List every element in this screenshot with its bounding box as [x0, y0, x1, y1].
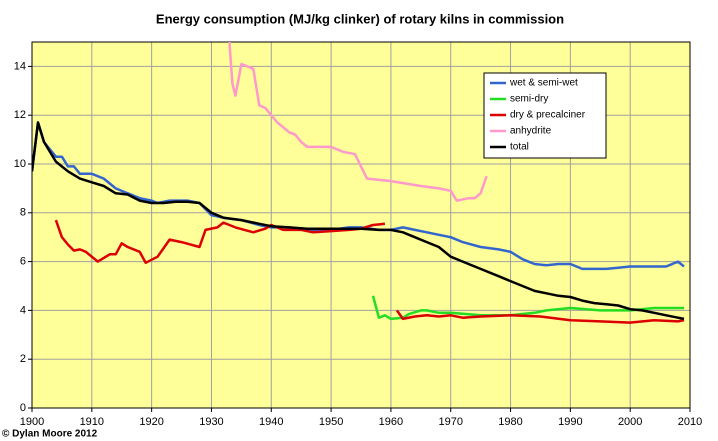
y-tick-label: 0	[20, 402, 26, 414]
chart-title: Energy consumption (MJ/kg clinker) of ro…	[156, 11, 564, 26]
x-tick-label: 1990	[558, 416, 582, 428]
x-tick-label: 1960	[379, 416, 403, 428]
y-tick-label: 8	[20, 207, 26, 219]
x-tick-label: 2000	[618, 416, 642, 428]
legend-label: total	[510, 142, 529, 153]
credit: © Dylan Moore 2012	[2, 429, 98, 440]
x-tick-label: 1900	[20, 416, 44, 428]
x-tick-label: 1950	[319, 416, 343, 428]
series-line	[54, 219, 386, 265]
plot-border	[31, 41, 691, 409]
x-tick-label: 1970	[438, 416, 462, 428]
x-tick-label: 1910	[80, 416, 104, 428]
y-tick-label: 12	[14, 109, 26, 121]
series-line	[371, 295, 684, 321]
legend-label: semi-dry	[510, 94, 548, 105]
y-tick-label: 6	[20, 256, 26, 268]
x-tick-label: 2010	[678, 416, 702, 428]
y-tick-label: 10	[14, 158, 26, 170]
legend-label: dry & precalciner	[510, 110, 586, 121]
y-tick-label: 4	[20, 304, 26, 316]
legend-label: anhydrite	[510, 126, 552, 137]
x-tick-label: 1920	[139, 416, 163, 428]
y-tick-label: 2	[20, 353, 26, 365]
x-tick-label: 1980	[498, 416, 522, 428]
series-line	[395, 309, 685, 324]
series-line	[32, 121, 685, 321]
series-line	[228, 42, 488, 202]
x-tick-label: 1930	[199, 416, 223, 428]
x-tick-label: 1940	[259, 416, 283, 428]
legend-label: wet & semi-wet	[509, 78, 578, 89]
series-line	[32, 121, 685, 271]
y-tick-label: 14	[14, 60, 26, 72]
series-group	[32, 42, 685, 324]
